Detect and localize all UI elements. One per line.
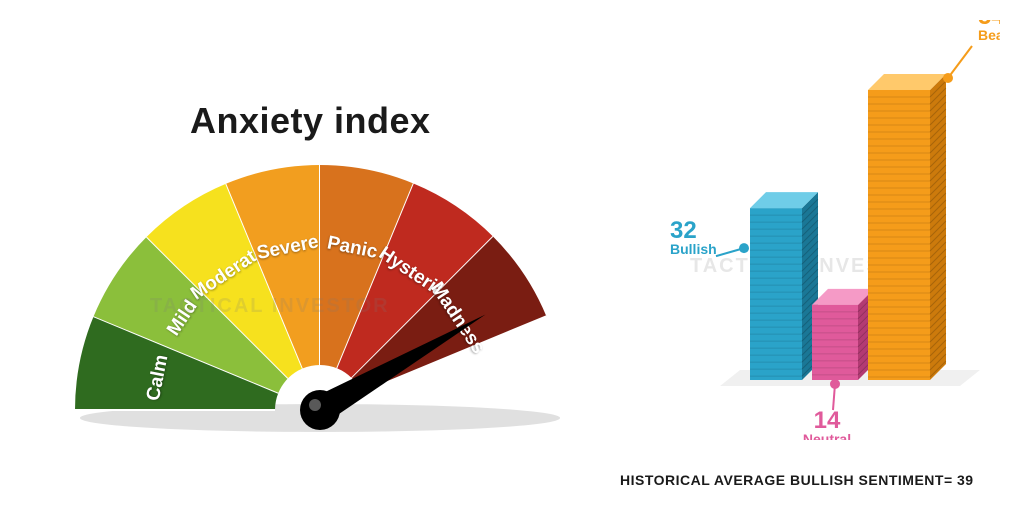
anxiety-gauge: Anxiety index CalmMildModerateSeverePani…: [40, 80, 600, 460]
bar-category-bearish: Bearish: [978, 27, 1000, 43]
gauge-svg: CalmMildModerateSeverePanicHysteriaMadne…: [40, 110, 600, 450]
bars-svg: 32Bullish14Neutral54Bearish: [640, 20, 1000, 440]
bar-value-bullish: 32: [670, 217, 697, 244]
gauge-knob: [300, 390, 340, 430]
sentiment-bar-chart: 32Bullish14Neutral54Bearish: [640, 20, 1000, 440]
bar-bearish: [868, 74, 946, 380]
bar-neutral: [812, 289, 874, 380]
bar-category-bullish: Bullish: [670, 241, 717, 257]
bar-category-neutral: Neutral: [803, 431, 851, 440]
bar-bullish: [750, 192, 818, 380]
bar-value-neutral: 14: [814, 407, 841, 434]
footer-note: HISTORICAL AVERAGE BULLISH SENTIMENT= 39: [620, 472, 974, 488]
